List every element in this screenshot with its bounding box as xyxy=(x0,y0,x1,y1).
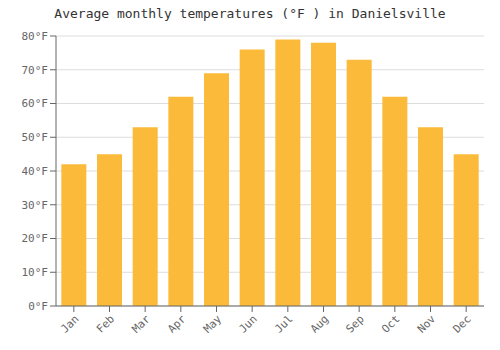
svg-text:Sep: Sep xyxy=(344,312,367,335)
svg-text:Jun: Jun xyxy=(237,312,260,335)
svg-text:Jul: Jul xyxy=(272,312,295,335)
svg-text:Oct: Oct xyxy=(379,312,402,335)
svg-text:60°F: 60°F xyxy=(22,97,49,110)
svg-text:30°F: 30°F xyxy=(22,199,49,212)
svg-text:40°F: 40°F xyxy=(22,165,49,178)
svg-text:Jan: Jan xyxy=(58,312,81,335)
svg-text:Apr: Apr xyxy=(165,312,189,336)
svg-text:0°F: 0°F xyxy=(28,300,48,313)
svg-text:10°F: 10°F xyxy=(22,266,49,279)
svg-text:Nov: Nov xyxy=(415,312,439,336)
svg-text:50°F: 50°F xyxy=(22,131,49,144)
svg-text:80°F: 80°F xyxy=(22,30,49,43)
svg-text:Mar: Mar xyxy=(130,312,154,336)
svg-text:Aug: Aug xyxy=(308,312,331,335)
svg-text:70°F: 70°F xyxy=(22,64,49,77)
svg-text:Feb: Feb xyxy=(94,312,117,335)
svg-text:20°F: 20°F xyxy=(22,232,49,245)
svg-text:Dec: Dec xyxy=(451,312,474,335)
html-text:Average monthly temperatures (: Average monthly temperatures (°F ) in Da… xyxy=(54,6,446,21)
svg-text:May: May xyxy=(201,312,225,336)
